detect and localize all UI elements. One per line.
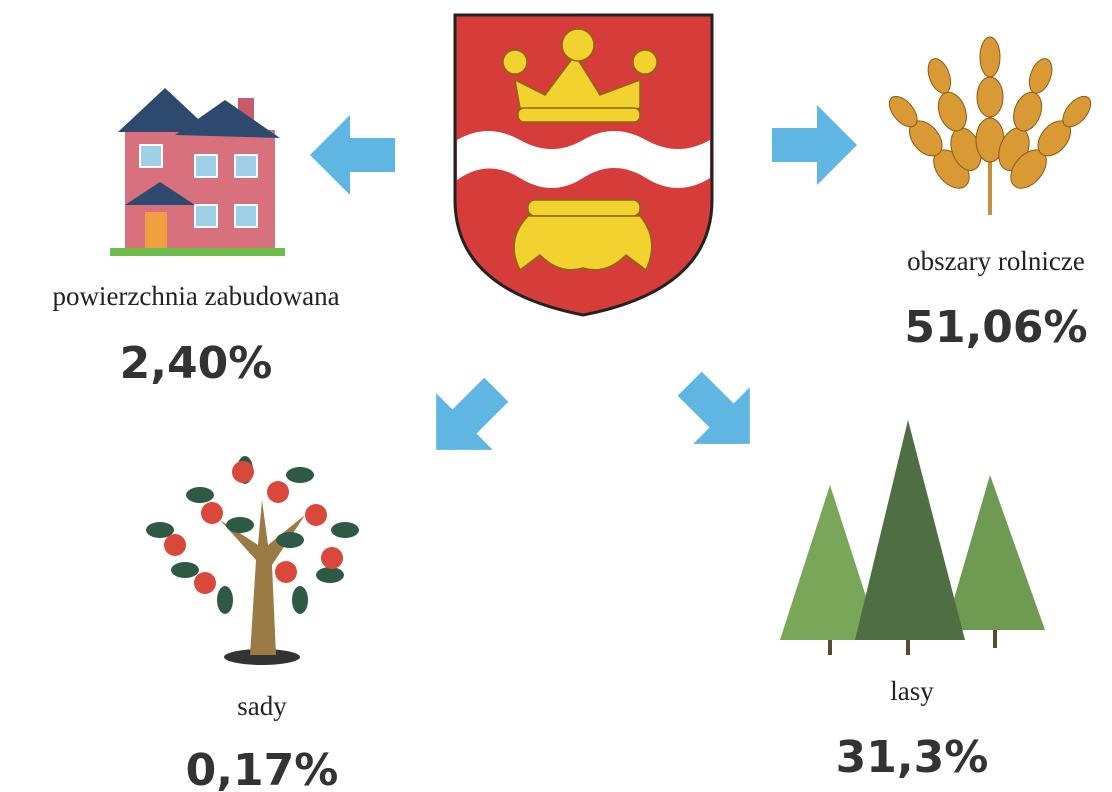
item-label: obszary rolnicze [907,246,1085,276]
wheat-icon [881,37,1099,215]
item-label: sady [237,691,287,721]
forest-icon [780,420,1045,655]
item-value: 51,06% [904,302,1087,353]
item-label: powierzchnia zabudowana [52,281,339,311]
coat-of-arms [455,15,712,315]
apple-tree-icon [146,456,359,665]
infographic: powierzchnia zabudowana 2,40% obszary ro… [0,0,1112,792]
item-label: lasy [890,676,934,706]
item-value: 31,3% [836,732,989,783]
item-value: 0,17% [186,745,339,792]
item-value: 2,40% [120,338,273,389]
house-icon [110,88,285,256]
